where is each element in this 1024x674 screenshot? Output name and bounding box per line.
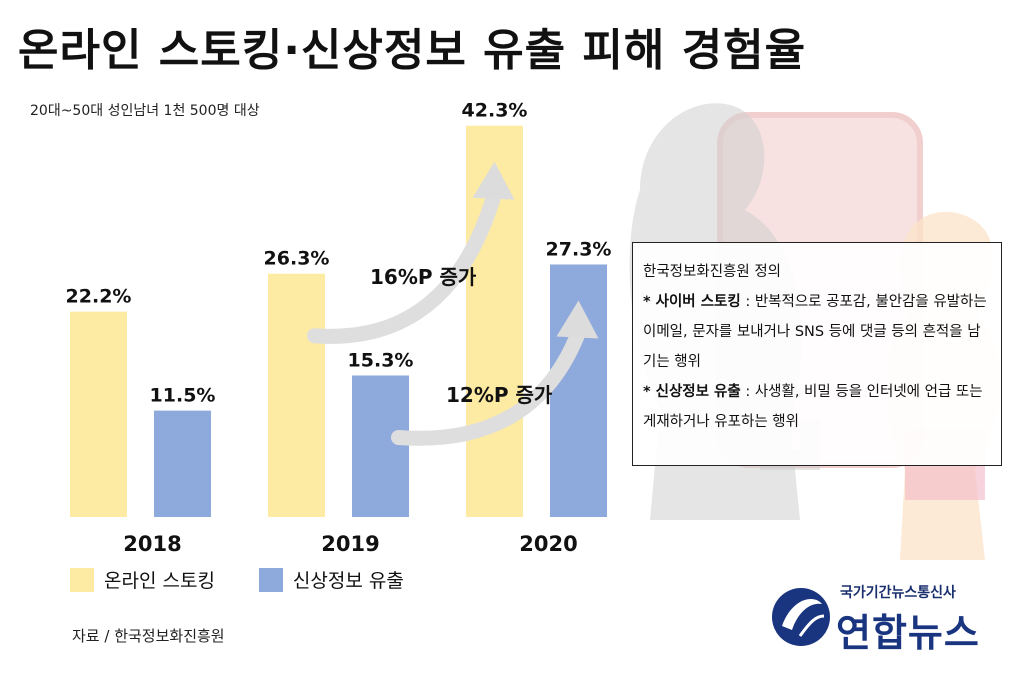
definition-text: : 사생활, 비밀 등을 인터넷에 언급 또는 게재하거나 유포하는 행위 <box>643 384 983 430</box>
data-label-leak-2019: 15.3% <box>348 349 414 371</box>
definition-box: 한국정보화진흥원 정의 * 사이버 스토킹 : 반복적으로 공포감, 불안감을 … <box>632 242 1002 466</box>
legend-label-leak: 신상정보 유출 <box>292 570 404 592</box>
definition-heading: 한국정보화진흥원 정의 <box>643 264 782 280</box>
legend: 온라인 스토킹 신상정보 유출 <box>70 566 404 593</box>
definition-text: : 반복적으로 공포감, 불안감을 유발하는 이메일, 문자를 보내거나 SNS… <box>643 294 987 370</box>
data-label-leak-2020: 27.3% <box>546 238 612 260</box>
x-tick-label-2018: 2018 <box>123 532 181 556</box>
source-note: 자료 / 한국정보화진흥원 <box>72 627 225 645</box>
data-label-stalking-2019: 26.3% <box>264 248 330 270</box>
legend-swatch-stalking <box>70 567 94 592</box>
x-tick-label-2019: 2019 <box>321 532 379 556</box>
definition-term: * 신상정보 유출 <box>643 384 741 400</box>
legend-item-leak: 신상정보 유출 <box>258 566 404 593</box>
bar-leak-2018 <box>154 410 211 517</box>
x-tick-label-2020: 2020 <box>519 532 577 556</box>
bar-leak-2019 <box>352 375 409 517</box>
logo-tagline: 국가기간뉴스통신사 <box>840 585 956 601</box>
definition-item-stalking: * 사이버 스토킹 : 반복적으로 공포감, 불안감을 유발하는 이메일, 문자… <box>643 287 991 377</box>
yonhap-globe-icon <box>772 588 830 646</box>
arrow-leak-shaft <box>391 324 586 446</box>
data-label-stalking-2020: 42.3% <box>462 100 528 122</box>
yonhap-logo: 국가기간뉴스통신사 연합뉴스 <box>770 580 1010 655</box>
data-label-leak-2018: 11.5% <box>150 385 216 407</box>
bar-stalking-2018 <box>70 311 127 517</box>
arrow-leak-head <box>556 300 599 339</box>
legend-swatch-leak <box>258 567 283 592</box>
arrow-stalking-head <box>472 161 515 200</box>
annotation-stalking-increase: 16%P 증가 <box>370 265 477 289</box>
subtitle: 20대~50대 성인남녀 1천 500명 대상 <box>30 103 260 119</box>
definition-item-leak: * 신상정보 유출 : 사생활, 비밀 등을 인터넷에 언급 또는 게재하거나 … <box>643 377 991 437</box>
arrow-stalking-shaft <box>307 186 502 344</box>
annotation-leak-increase: 12%P 증가 <box>446 383 553 407</box>
legend-item-stalking: 온라인 스토킹 <box>70 566 215 593</box>
data-label-stalking-2018: 22.2% <box>66 286 132 308</box>
page-title: 온라인 스토킹·신상정보 유출 피해 경험율 <box>18 25 807 76</box>
legend-label-stalking: 온라인 스토킹 <box>104 570 215 592</box>
bar-stalking-2019 <box>268 273 325 517</box>
logo-wordmark: 연합뉴스 <box>836 611 980 655</box>
definition-term: * 사이버 스토킹 <box>643 294 741 310</box>
